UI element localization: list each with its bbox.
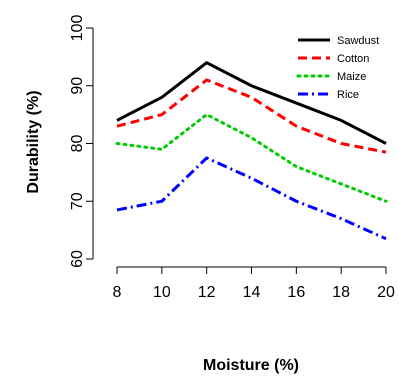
series-line-cotton — [116, 78, 387, 154]
x-tick-label: 12 — [198, 284, 216, 301]
y-axis-title: Durability (%) — [25, 90, 42, 193]
x-axis-title: Moisture (%) — [203, 357, 299, 374]
x-tick-label: 20 — [377, 284, 395, 301]
y-tick-label: 80 — [69, 135, 86, 153]
series-layer — [115, 61, 388, 241]
y-tick-label: 100 — [69, 15, 86, 42]
series-line-maize — [115, 113, 388, 203]
series-line-rice — [116, 156, 387, 241]
series-line-sawdust — [116, 61, 387, 145]
x-tick-label: 18 — [332, 284, 350, 301]
axes: 60 70 80 90 100 8 10 12 14 16 18 20 — [69, 15, 395, 301]
y-tick-label: 60 — [69, 250, 86, 268]
y-tick-label: 70 — [69, 192, 86, 210]
legend-label: Cotton — [337, 53, 369, 65]
legend-label: Maize — [337, 71, 366, 83]
y-ticks: 60 70 80 90 100 — [69, 15, 93, 268]
x-ticks: 8 10 12 14 16 18 20 — [113, 267, 395, 301]
x-tick-label: 14 — [243, 284, 261, 301]
x-tick-label: 10 — [153, 284, 171, 301]
legend: Sawdust Cotton Maize Rice — [296, 35, 379, 101]
x-tick-label: 16 — [287, 284, 305, 301]
y-tick-label: 90 — [69, 77, 86, 95]
x-tick-label: 8 — [113, 284, 122, 301]
legend-label: Sawdust — [337, 35, 379, 47]
legend-label: Rice — [337, 89, 359, 101]
